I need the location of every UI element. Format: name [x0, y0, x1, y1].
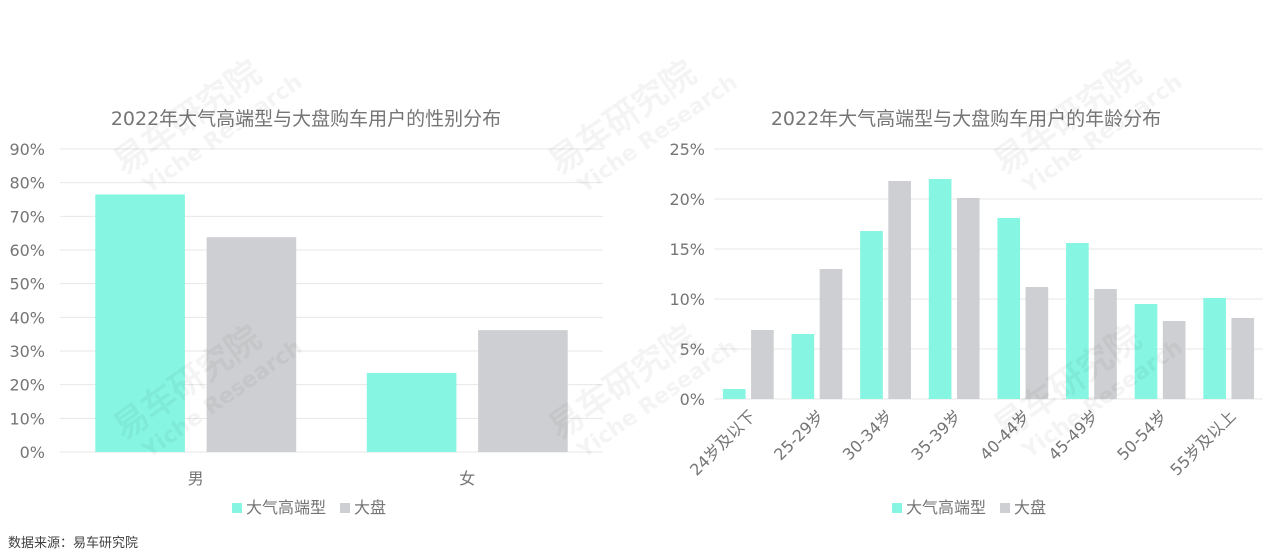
x-tick-label: 50-54岁	[1113, 406, 1171, 464]
x-tick-label: 40-44岁	[976, 406, 1034, 464]
y-tick-label: 10%	[669, 290, 705, 309]
legend-swatch	[232, 503, 242, 513]
chart-title: 2022年大气高端型与大盘购车用户的年龄分布	[771, 108, 1161, 130]
bar	[1066, 243, 1089, 399]
y-tick-label: 0%	[680, 390, 705, 409]
chart-title: 2022年大气高端型与大盘购车用户的性别分布	[111, 108, 501, 130]
x-tick-label: 30-34岁	[839, 406, 897, 464]
bar	[206, 237, 297, 452]
x-tick-label: 45-49岁	[1045, 406, 1103, 464]
legend-swatch	[1000, 503, 1010, 513]
bar	[997, 218, 1021, 399]
y-tick-label: 10%	[9, 409, 45, 428]
legend-swatch	[340, 503, 350, 513]
bar	[95, 194, 185, 452]
bar	[860, 231, 883, 399]
legend-label: 大气高端型	[246, 498, 326, 517]
y-tick-label: 5%	[680, 340, 705, 359]
y-tick-label: 70%	[9, 207, 45, 226]
bar	[366, 372, 457, 452]
x-tick-label: 男	[188, 469, 204, 488]
y-tick-label: 20%	[669, 190, 705, 209]
legend-label: 大盘	[354, 498, 386, 517]
bar	[1162, 321, 1186, 399]
bar	[722, 389, 746, 399]
y-tick-label: 30%	[9, 342, 45, 361]
bar	[1094, 289, 1117, 399]
y-tick-label: 80%	[9, 174, 45, 193]
bar	[1025, 287, 1049, 399]
bar	[956, 198, 980, 399]
bar	[1134, 304, 1158, 399]
x-tick-label: 35-39岁	[907, 406, 965, 464]
x-tick-label: 55岁及以上	[1166, 406, 1239, 479]
data-source-note: 数据来源：易车研究院	[8, 536, 139, 551]
bar	[478, 330, 568, 452]
legend-label: 大盘	[1014, 498, 1046, 517]
y-tick-label: 50%	[9, 275, 45, 294]
x-tick-label: 25-29岁	[770, 406, 828, 464]
legend-label: 大气高端型	[906, 498, 986, 517]
y-tick-label: 0%	[20, 443, 45, 462]
y-tick-label: 90%	[9, 140, 45, 159]
bar	[819, 269, 843, 399]
y-tick-label: 15%	[669, 240, 705, 259]
bar	[791, 334, 815, 399]
bar	[888, 181, 911, 399]
y-tick-label: 25%	[669, 140, 705, 159]
bar	[928, 179, 952, 399]
bar	[1231, 318, 1255, 399]
bar	[751, 330, 774, 399]
x-tick-label: 女	[459, 469, 475, 488]
y-tick-label: 40%	[9, 308, 45, 327]
y-tick-label: 60%	[9, 241, 45, 260]
y-tick-label: 20%	[9, 376, 45, 395]
bar	[1203, 298, 1226, 399]
x-tick-label: 24岁及以下	[686, 406, 759, 479]
legend-swatch	[892, 503, 902, 513]
